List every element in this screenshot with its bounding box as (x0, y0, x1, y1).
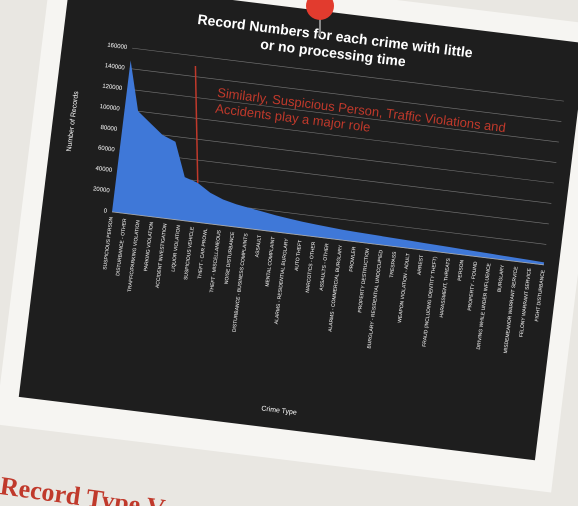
x-axis-label: Crime Type (261, 405, 297, 416)
area (112, 60, 545, 265)
y-tick-label: 40000 (95, 166, 113, 174)
x-tick-label: PERSON (457, 259, 466, 281)
y-tick-label: 60000 (98, 145, 116, 153)
paper: Record Numbers for each crime with littl… (0, 0, 578, 493)
x-tick-label: ARREST (417, 255, 425, 276)
x-tick-label: ASSAULTS - OTHER (319, 243, 331, 291)
x-tick-label: LIQUOR VIOLATION (171, 224, 183, 272)
x-axis (111, 211, 544, 266)
x-tick-label: BURGLARY (497, 264, 506, 293)
x-tick-label: ASSAULT (254, 235, 263, 258)
chart-panel (18, 0, 578, 461)
y-tick-label: 160000 (107, 43, 128, 51)
grid-line (119, 150, 552, 204)
grid-line (127, 88, 559, 143)
y-tick-label: 0 (103, 208, 108, 214)
x-tick-label: TRESPASS (389, 251, 398, 278)
annotation-arrow (194, 65, 199, 183)
grid-line (122, 129, 554, 184)
x-tick-label: PROWLER (349, 246, 358, 272)
y-tick-label: 80000 (100, 125, 118, 133)
grid-line (129, 68, 562, 122)
y-tick-label: 120000 (102, 84, 123, 92)
y-tick-label: 140000 (104, 63, 125, 71)
x-tick-label: AUTO THEFT (294, 240, 304, 272)
y-tick-label: 20000 (93, 186, 111, 194)
pushpin (306, 0, 334, 36)
slide-heading: Record Type V (0, 471, 167, 506)
y-tick-label: 100000 (99, 104, 120, 112)
grid-line (132, 47, 564, 102)
